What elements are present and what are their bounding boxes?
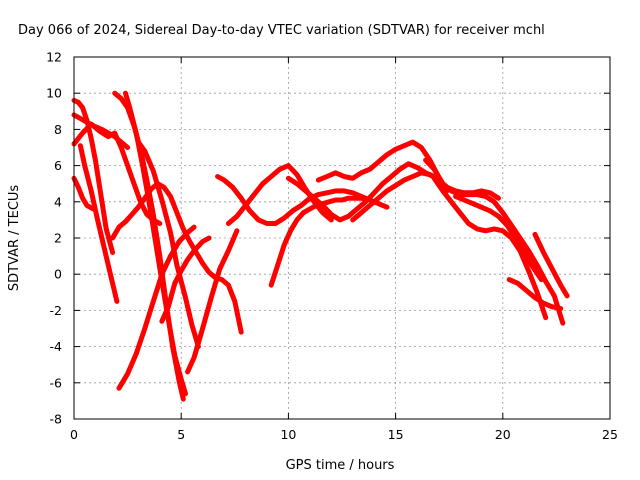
x-tick-label: 10 [280, 427, 296, 442]
series-arc-22 [506, 277, 564, 312]
series-arc-20 [431, 175, 549, 321]
x-tick-label: 0 [70, 427, 78, 442]
series-arc-11 [159, 235, 212, 324]
series-arc-10 [135, 139, 201, 350]
series-arc-3 [71, 97, 116, 255]
axis-ticks [73, 56, 611, 420]
chart-title: Day 066 of 2024, Sidereal Day-to-day VTE… [18, 23, 545, 38]
series-arc-19 [423, 157, 566, 326]
series-arc-4 [77, 143, 120, 304]
y-tick-label: 4 [54, 194, 62, 209]
series-arc-6 [110, 181, 244, 335]
y-axis-label: SDTVAR / TECUs [7, 185, 22, 292]
series-arc-16 [285, 161, 437, 223]
y-tick-label: -4 [50, 339, 63, 354]
series-arc-9 [116, 224, 197, 391]
y-tick-label: -6 [50, 375, 63, 390]
y-tick-label: 8 [54, 122, 62, 137]
series-arc-8 [123, 90, 188, 397]
y-tick-label: -8 [50, 412, 63, 427]
series-arc-5 [71, 121, 163, 226]
series-arc-13 [215, 174, 390, 226]
x-tick-label: 15 [388, 427, 404, 442]
y-tick-label: 6 [54, 158, 62, 173]
y-tick-label: 2 [54, 231, 62, 246]
x-axis-label: GPS time / hours [286, 458, 395, 473]
tick-labels: 0 5 10 15 20 25 -8 -6 -4 -2 0 2 4 6 8 10 12 [46, 50, 618, 443]
x-tick-label: 20 [495, 427, 511, 442]
y-tick-label: 10 [46, 86, 62, 101]
x-tick-label: 25 [602, 427, 618, 442]
series-arc-1 [71, 175, 96, 212]
series-arc-23 [532, 231, 570, 299]
data-series [71, 90, 570, 402]
y-tick-label: 0 [54, 267, 62, 282]
series-arc-17 [315, 139, 450, 194]
y-tick-label: 12 [46, 50, 62, 65]
series-arc-14 [225, 163, 334, 226]
series-arc-12 [185, 228, 240, 375]
x-tick-label: 5 [177, 427, 185, 442]
y-tick-label: -2 [50, 303, 62, 318]
series-arc-21 [453, 193, 544, 283]
